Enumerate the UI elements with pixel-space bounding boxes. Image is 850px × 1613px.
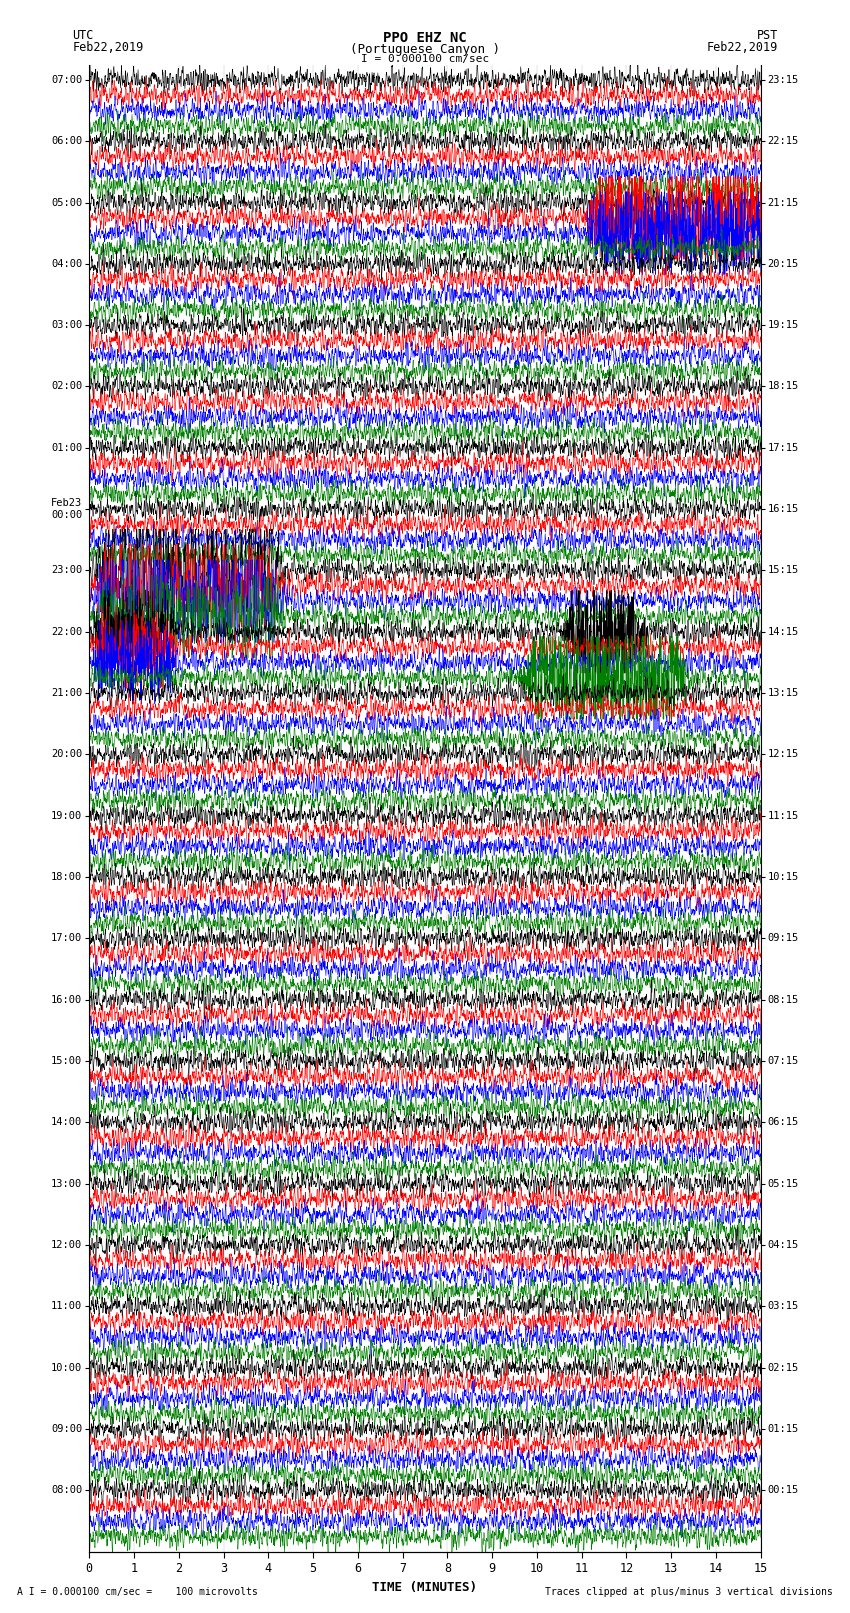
X-axis label: TIME (MINUTES): TIME (MINUTES) [372, 1581, 478, 1594]
Text: PST: PST [756, 29, 778, 42]
Text: Feb22,2019: Feb22,2019 [72, 40, 144, 55]
Text: Feb22,2019: Feb22,2019 [706, 40, 778, 55]
Text: UTC: UTC [72, 29, 94, 42]
Text: A I = 0.000100 cm/sec =    100 microvolts: A I = 0.000100 cm/sec = 100 microvolts [17, 1587, 258, 1597]
Text: (Portuguese Canyon ): (Portuguese Canyon ) [350, 44, 500, 56]
Text: I = 0.000100 cm/sec: I = 0.000100 cm/sec [361, 53, 489, 65]
Text: Traces clipped at plus/minus 3 vertical divisions: Traces clipped at plus/minus 3 vertical … [545, 1587, 833, 1597]
Text: PPO EHZ NC: PPO EHZ NC [383, 31, 467, 45]
